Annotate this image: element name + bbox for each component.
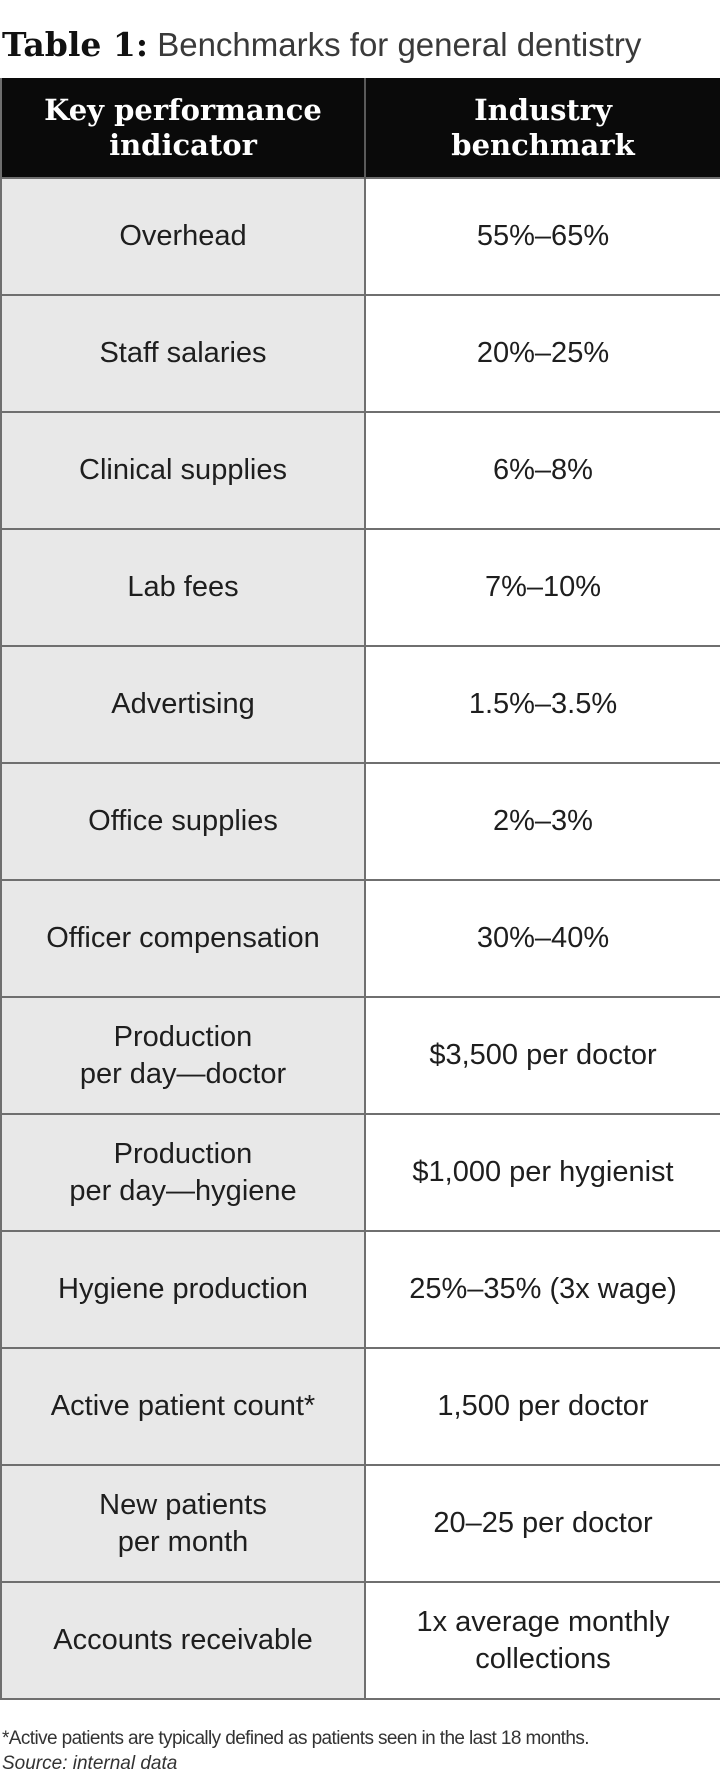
benchmark-cell: 7%–10% [365,529,720,647]
benchmark-text: 20%–25% [476,337,610,369]
kpi-text: Overhead [119,220,247,252]
source-note: Source: internal data [2,1753,178,1774]
benchmark-text: 25%–35% (3x wage) [409,1273,677,1305]
benchmark-cell: 55%–65% [365,177,720,296]
header-kpi: Key performance indicator [1,78,366,178]
table-row: Clinical supplies 6%–8% [1,412,720,530]
kpi-text: Officer compensation [46,922,320,954]
benchmarks-table: Key performance indicator Industry bench… [0,78,720,1700]
footnote: *Active patients are typically defined a… [2,1728,590,1749]
kpi-text: Office supplies [88,805,278,837]
header-benchmark-line2: benchmark [451,127,635,162]
table-row: Advertising 1.5%–3.5% [1,646,720,764]
kpi-text: per day—hygiene [69,1174,297,1207]
kpi-cell: New patients per month [1,1465,366,1583]
kpi-text: Staff salaries [99,337,267,369]
table-row: Hygiene production 25%–35% (3x wage) [1,1231,720,1349]
benchmark-text: 1.5%–3.5% [468,688,618,720]
kpi-text: Active patient count* [50,1390,316,1422]
table-title-label: Table 1: [2,25,149,64]
kpi-cell: Hygiene production [1,1231,366,1349]
kpi-cell: Lab fees [1,529,366,647]
benchmark-cell: $1,000 per hygienist [365,1114,720,1232]
benchmark-cell: 2%–3% [365,763,720,881]
kpi-cell: Staff salaries [1,295,366,413]
benchmark-text: 1,500 per doctor [437,1390,649,1422]
kpi-text: per month [117,1525,249,1558]
benchmark-text: 55%–65% [476,220,610,252]
kpi-cell: Accounts receivable [1,1582,366,1700]
table-row: Officer compensation 30%–40% [1,880,720,998]
benchmark-cell: 1,500 per doctor [365,1348,720,1466]
kpi-text: per day—doctor [79,1057,287,1090]
table-row: Production per day—doctor $3,500 per docto… [1,997,720,1115]
header-kpi-line1: Key performance [44,92,322,127]
benchmark-cell: 20%–25% [365,295,720,413]
benchmark-text: $1,000 per hygienist [412,1156,674,1188]
kpi-cell: Production per day—doctor [1,997,366,1115]
table-row: Active patient count* 1,500 per doctor [1,1348,720,1466]
kpi-cell: Office supplies [1,763,366,881]
table-row: Overhead 55%–65% [1,177,720,296]
kpi-text: Production [113,1137,253,1170]
benchmark-text: 7%–10% [484,571,602,603]
table-body: Overhead 55%–65% Staff salaries 20%–25% Clin… [1,177,720,1700]
benchmark-cell: 30%–40% [365,880,720,998]
benchmark-text: 1x average monthly [416,1605,670,1638]
table-row: Office supplies 2%–3% [1,763,720,881]
benchmark-text: 20–25 per doctor [433,1507,653,1539]
kpi-cell: Overhead [1,177,366,296]
kpi-text: Hygiene production [58,1273,308,1305]
table-title: Table 1: Benchmarks for general dentistr… [2,20,641,70]
kpi-cell: Advertising [1,646,366,764]
kpi-text: Accounts receivable [53,1624,313,1656]
benchmark-cell: 6%–8% [365,412,720,530]
kpi-text: Production [113,1020,253,1053]
kpi-cell: Officer compensation [1,880,366,998]
benchmark-cell: 1.5%–3.5% [365,646,720,764]
kpi-text: New patients [99,1488,267,1521]
benchmark-text: collections [475,1642,611,1675]
benchmark-text: 6%–8% [493,454,593,486]
table-row: Production per day—hygiene $1,000 per hygi… [1,1114,720,1232]
header-kpi-line2: indicator [109,127,257,162]
benchmark-cell: 25%–35% (3x wage) [365,1231,720,1349]
benchmark-text: 2%–3% [493,805,593,837]
table-title-text: Benchmarks for general dentistry [157,26,642,63]
benchmark-cell: $3,500 per doctor [365,997,720,1115]
benchmark-cell: 1x average monthly collections [365,1582,720,1700]
table-row: Lab fees 7%–10% [1,529,720,647]
table-row: Staff salaries 20%–25% [1,295,720,413]
header-benchmark-line1: Industry [474,92,612,127]
benchmark-text: $3,500 per doctor [429,1039,657,1071]
kpi-cell: Clinical supplies [1,412,366,530]
table-row: Accounts receivable 1x average monthly col… [1,1582,720,1700]
table-header-row: Key performance indicator Industry bench… [1,78,720,178]
kpi-text: Clinical supplies [79,454,287,486]
kpi-cell: Production per day—hygiene [1,1114,366,1232]
kpi-cell: Active patient count* [1,1348,366,1466]
header-benchmark: Industry benchmark [365,78,720,178]
benchmark-cell: 20–25 per doctor [365,1465,720,1583]
table-row: New patients per month 20–25 per doctor [1,1465,720,1583]
kpi-text: Lab fees [127,571,239,603]
benchmark-text: 30%–40% [476,922,610,954]
kpi-text: Advertising [111,688,255,720]
